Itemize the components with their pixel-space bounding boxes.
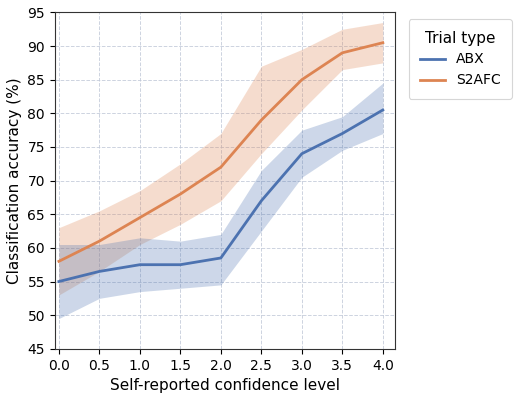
- Legend: ABX, S2AFC: ABX, S2AFC: [409, 19, 512, 98]
- Y-axis label: Classification accuracy (%): Classification accuracy (%): [7, 77, 22, 284]
- X-axis label: Self-reported confidence level: Self-reported confidence level: [110, 378, 340, 393]
